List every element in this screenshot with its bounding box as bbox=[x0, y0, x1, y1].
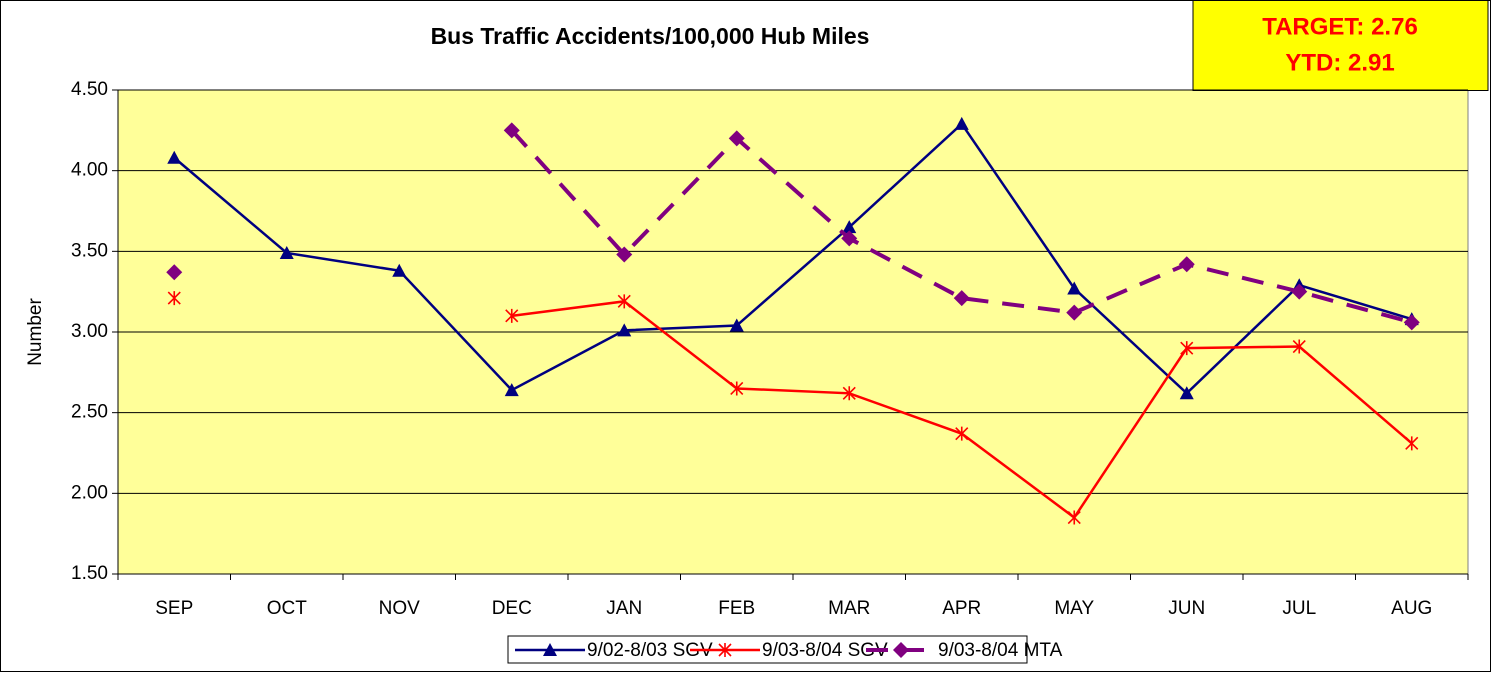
legend-marker bbox=[718, 643, 732, 657]
marker bbox=[167, 150, 182, 164]
marker bbox=[954, 116, 969, 130]
x-tick-label: OCT bbox=[267, 598, 308, 619]
x-tick-label: APR bbox=[942, 598, 981, 619]
ytd-label: YTD: 2.91 bbox=[1285, 49, 1394, 76]
legend-marker bbox=[543, 643, 557, 656]
x-tick-label: MAY bbox=[1054, 598, 1094, 619]
x-tick-label: JUL bbox=[1282, 598, 1316, 619]
target-label: TARGET: 2.76 bbox=[1262, 13, 1418, 40]
series-line bbox=[173, 121, 1413, 396]
marker bbox=[1067, 510, 1081, 525]
target-box bbox=[1192, 0, 1489, 91]
marker bbox=[616, 246, 633, 263]
marker bbox=[842, 220, 857, 234]
y-tick-label: 4.00 bbox=[71, 160, 108, 181]
y-tick-label: 2.50 bbox=[71, 402, 108, 423]
y-tick-label: 1.50 bbox=[71, 563, 108, 584]
marker bbox=[617, 323, 632, 337]
marker bbox=[955, 426, 969, 441]
marker bbox=[166, 264, 183, 281]
y-tick-label: 4.50 bbox=[71, 79, 108, 100]
marker bbox=[953, 290, 970, 307]
marker bbox=[728, 130, 745, 147]
legend-label: 9/03-8/04 MTA bbox=[938, 640, 1063, 661]
x-tick-label: SEP bbox=[155, 598, 193, 619]
x-tick-label: NOV bbox=[379, 598, 421, 619]
marker bbox=[1066, 304, 1083, 321]
marker bbox=[617, 294, 631, 309]
x-tick-label: JUN bbox=[1168, 598, 1205, 619]
marker bbox=[1291, 283, 1308, 300]
marker bbox=[167, 291, 181, 306]
marker bbox=[1178, 256, 1195, 273]
marker bbox=[505, 308, 519, 323]
x-tick-label: MAR bbox=[828, 598, 870, 619]
marker bbox=[1292, 339, 1306, 354]
marker bbox=[504, 383, 519, 397]
marker bbox=[503, 122, 520, 139]
x-tick-label: AUG bbox=[1391, 598, 1432, 619]
legend-marker bbox=[893, 642, 909, 658]
y-tick-label: 3.50 bbox=[71, 240, 108, 261]
marker bbox=[730, 381, 744, 396]
y-tick-label: 3.00 bbox=[71, 321, 108, 342]
y-tick-label: 2.00 bbox=[71, 482, 108, 503]
marker bbox=[1067, 281, 1082, 295]
marker bbox=[842, 386, 856, 401]
marker bbox=[841, 230, 858, 247]
marker bbox=[279, 245, 294, 259]
x-tick-label: DEC bbox=[492, 598, 532, 619]
marker bbox=[1405, 436, 1419, 451]
series-line bbox=[510, 128, 1413, 325]
marker bbox=[729, 318, 744, 332]
legend bbox=[507, 635, 1028, 664]
marker bbox=[1403, 314, 1420, 331]
y-axis-label: Number bbox=[25, 298, 46, 366]
marker bbox=[1180, 341, 1194, 356]
marker bbox=[392, 263, 407, 277]
x-tick-label: JAN bbox=[606, 598, 642, 619]
legend-label: 9/03-8/04 SGV bbox=[762, 640, 888, 661]
x-tick-label: FEB bbox=[718, 598, 755, 619]
marker bbox=[1179, 386, 1194, 400]
chart-title: Bus Traffic Accidents/100,000 Hub Miles bbox=[431, 23, 870, 49]
legend-label: 9/02-8/03 SGV bbox=[587, 640, 713, 661]
